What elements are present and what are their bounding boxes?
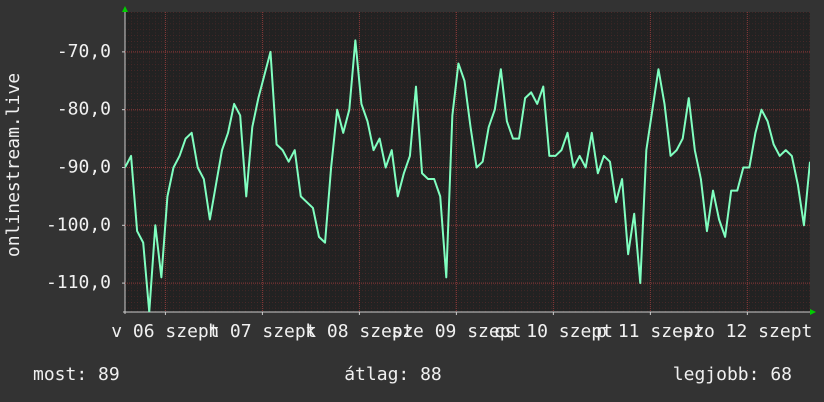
y-axis-label: onlinestream.live <box>3 73 24 257</box>
y-tick-label: -110,0 <box>46 272 111 293</box>
x-tick-label: p 11 szept <box>596 321 704 342</box>
x-tick-label: cs 10 szept <box>494 321 613 342</box>
data-line <box>125 39 810 312</box>
x-axis-arrow <box>810 309 816 315</box>
y-tick-label: -100,0 <box>46 214 111 235</box>
x-tick-label: k 08 szept <box>305 321 413 342</box>
minor-grid <box>125 12 810 312</box>
x-tick-label: sze 09 szept <box>391 321 521 342</box>
x-tick-label: h 07 szept <box>208 321 316 342</box>
stat-label: legjobb: 68 <box>673 364 792 385</box>
x-tick-label: v 06 szept <box>111 321 219 342</box>
y-axis-arrow <box>122 6 128 12</box>
stat-label: most: 89 <box>33 364 120 385</box>
y-tick-label: -90,0 <box>57 156 111 177</box>
x-tick-label: szo 12 szept <box>682 321 812 342</box>
y-tick-label: -70,0 <box>57 41 111 62</box>
stat-label: átlag: 88 <box>344 364 442 385</box>
y-tick-label: -80,0 <box>57 99 111 120</box>
